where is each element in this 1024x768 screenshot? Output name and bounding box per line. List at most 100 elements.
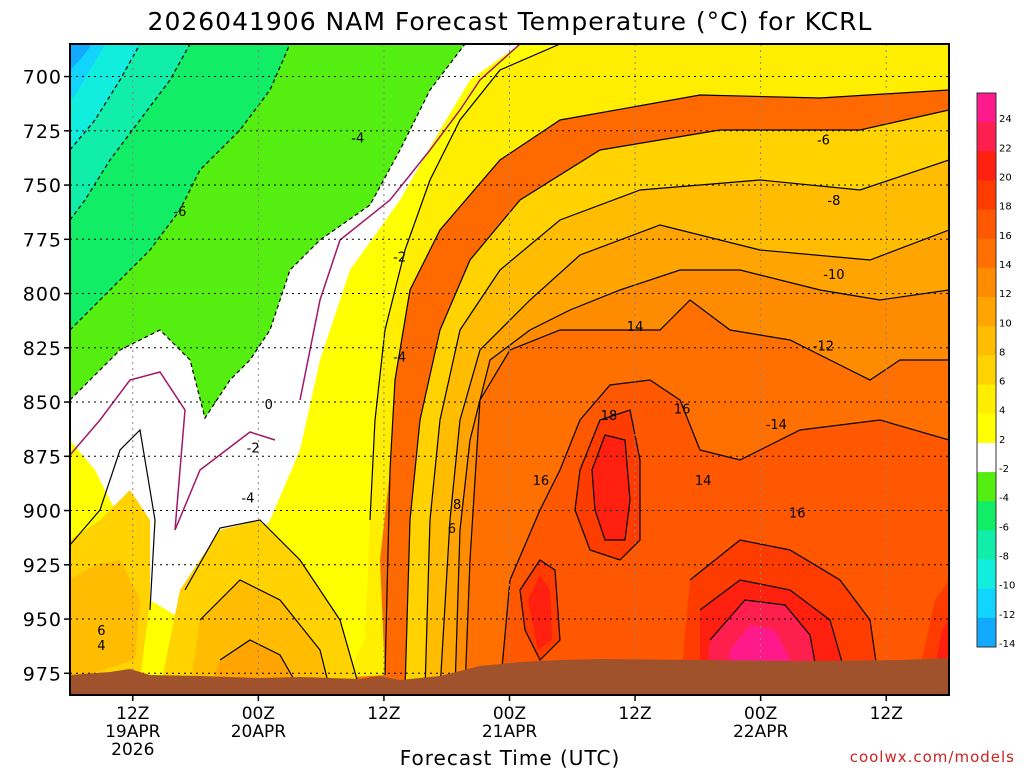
x-tick-label: 12Z <box>870 704 903 724</box>
contour-label: -8 <box>827 194 840 209</box>
x-tick-label: 12Z <box>367 704 400 724</box>
x-tick-label: 00Z <box>744 704 777 724</box>
colorbar-frame <box>976 92 997 648</box>
y-tick-label: 850 <box>23 392 62 414</box>
colorbar-label: -10 <box>999 581 1015 592</box>
ground-terrain <box>70 658 949 695</box>
colorbar-label: -14 <box>999 639 1015 650</box>
contour-label: 0 <box>265 398 273 413</box>
x-tick-label: 00Z <box>493 704 526 724</box>
y-tick-label: 750 <box>23 175 62 197</box>
colorbar-swatch <box>977 93 996 123</box>
x-axis-label: Forecast Time (UTC) <box>400 746 621 768</box>
colorbar-swatch <box>977 559 996 590</box>
colorbar-label: -8 <box>999 552 1009 563</box>
colorbar-swatch <box>977 297 996 327</box>
band-red-low-2 <box>528 575 552 650</box>
colorbar-label: 14 <box>999 260 1012 271</box>
chart-title: 2026041906 NAM Forecast Temperature (°C)… <box>148 7 873 36</box>
contour-label: 16 <box>789 507 806 522</box>
colorbar-swatch <box>977 355 996 386</box>
y-tick-label: 775 <box>23 229 62 251</box>
y-tick-label: 825 <box>23 338 62 360</box>
contour-label: -4 <box>241 492 254 507</box>
colorbar-swatch <box>977 617 996 648</box>
colorbar-swatch <box>977 122 996 152</box>
contour-label: 14 <box>695 474 712 489</box>
x-tick-label: 21APR <box>482 722 538 742</box>
colorbar-swatch <box>977 267 996 298</box>
colorbar-swatch <box>977 588 996 619</box>
contour-label: -6 <box>817 133 830 148</box>
y-tick-label: 800 <box>23 284 62 306</box>
contour-label: -6 <box>173 205 186 220</box>
colorbar-swatch <box>977 501 996 531</box>
colorbar-label: -6 <box>999 522 1009 533</box>
x-tick-label: 12Z <box>116 704 149 724</box>
contour-label: 8 <box>453 498 461 513</box>
band-blue <box>70 44 92 70</box>
contour-label: 18 <box>601 409 618 424</box>
colorbar-swatch <box>977 238 996 269</box>
contour-label: 4 <box>97 639 105 654</box>
colorbar-label: 2 <box>999 435 1005 446</box>
colorbar-swatch <box>977 384 996 415</box>
colorbar-label: 22 <box>999 143 1012 154</box>
contour-label: -10 <box>823 268 844 283</box>
y-tick-label: 900 <box>23 501 62 523</box>
contour-label: 6 <box>448 522 456 537</box>
y-tick-label: 875 <box>23 446 62 468</box>
colorbar-swatch <box>977 413 996 444</box>
colorbar-label: 18 <box>999 202 1012 213</box>
x-tick-label: 2026 <box>111 740 154 760</box>
colorbar-label: 12 <box>999 289 1012 300</box>
colorbar-swatch <box>977 326 996 356</box>
colorbar-swatch <box>977 151 996 181</box>
contour-label: 6 <box>97 624 105 639</box>
colorbar-swatch <box>977 180 996 211</box>
band-left-orange-2 <box>70 560 140 680</box>
colorbar-label: 8 <box>999 347 1005 358</box>
colorbar-label: 24 <box>999 114 1012 125</box>
y-tick-label: 925 <box>23 555 62 577</box>
colorbar-label: -2 <box>999 464 1009 475</box>
contour-label: -4 <box>393 350 406 365</box>
colorbar-label: 20 <box>999 172 1012 183</box>
y-axis: 700 725 750 775 800 825 850 875 900 925 950 975 <box>23 67 70 685</box>
contour-label: -2 <box>247 442 260 457</box>
y-tick-label: 950 <box>23 609 62 631</box>
contour-label: 14 <box>627 320 644 335</box>
x-tick-label: 22APR <box>733 722 789 742</box>
grid-lines <box>70 44 949 695</box>
contour-lines <box>70 44 949 691</box>
colorbar-label: -4 <box>999 493 1009 504</box>
colorbar-label: 4 <box>999 406 1005 417</box>
y-tick-label: 700 <box>23 67 62 89</box>
x-tick-label: 19APR <box>105 722 161 742</box>
x-tick-label: 12Z <box>618 704 651 724</box>
contour-label: -14 <box>766 418 787 433</box>
band-red-2 <box>592 435 630 540</box>
colorbar-swatch <box>977 442 996 473</box>
x-tick-label: 20APR <box>231 722 287 742</box>
colorbar-swatch <box>977 209 996 240</box>
y-tick-label: 725 <box>23 121 62 143</box>
colorbar-label: -12 <box>999 610 1015 621</box>
credit-text: coolwx.com/models <box>850 748 1015 766</box>
contour-label: -4 <box>351 131 364 146</box>
contour-label: 16 <box>533 474 550 489</box>
contour-label: -2 <box>393 251 406 266</box>
colorbar-label: 6 <box>999 377 1005 388</box>
colorbar-label: 10 <box>999 318 1012 329</box>
x-tick-label: 00Z <box>242 704 275 724</box>
colorbar-swatch <box>977 472 996 502</box>
y-tick-label: 975 <box>23 663 62 685</box>
colorbar-label: 16 <box>999 231 1012 242</box>
contour-label: 16 <box>674 403 691 418</box>
colorbar: 24 22 20 18 16 14 12 10 8 6 4 2 -2 -4 -6 -8 -10 -12 -14 <box>976 92 1015 650</box>
colorbar-swatch <box>977 530 996 561</box>
contour-label: -12 <box>813 340 834 355</box>
